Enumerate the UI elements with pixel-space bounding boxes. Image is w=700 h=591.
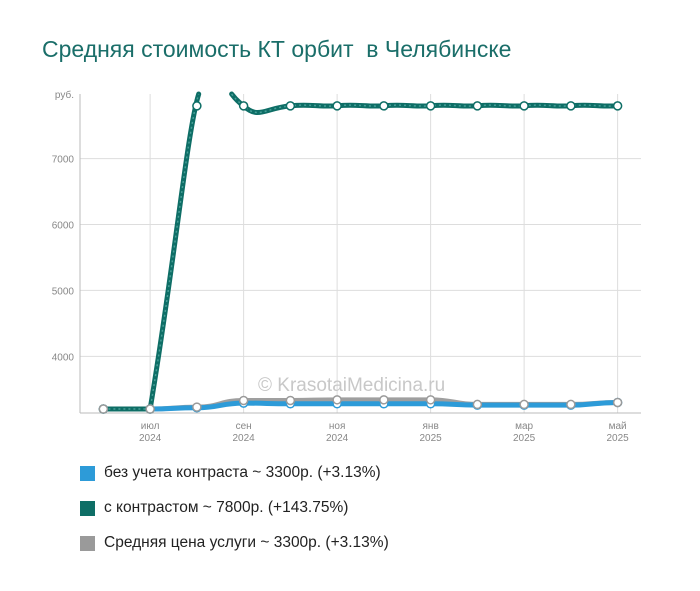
series-layer — [100, 91, 621, 412]
y-tick-label-2: 6000 — [52, 221, 75, 232]
point-s2-9 — [519, 399, 529, 410]
x-tick-year-3: 2025 — [420, 433, 443, 444]
legend-swatch-2 — [80, 535, 95, 551]
legend-item-1[interactable]: с контрастом ~ 7800р. (+143.75%) — [80, 499, 348, 517]
point-s2-0 — [98, 404, 109, 414]
point-s2-7 — [425, 395, 436, 405]
x-tick-year-4: 2025 — [513, 433, 536, 444]
point-s2-5 — [332, 395, 342, 405]
legend-swatch-1 — [80, 500, 95, 516]
x-tick-year-5: 2025 — [607, 433, 630, 444]
legend-item-2[interactable]: Средняя цена услуги ~ 3300р. (+3.13%) — [80, 534, 389, 552]
legend-label-2: Средняя цена услуги ~ 3300р. (+3.13%) — [104, 534, 389, 551]
legend-swatch-0 — [80, 465, 95, 481]
point-s1-11 — [612, 101, 623, 111]
x-tick-month-0: июл — [141, 421, 160, 432]
point-s1-3 — [238, 101, 249, 111]
series-line-0 — [100, 399, 621, 412]
y-tick-label-3: 7000 — [52, 155, 75, 166]
x-tick-month-2: ноя — [329, 421, 346, 432]
point-s1-10 — [566, 101, 576, 111]
point-s1-9 — [519, 101, 529, 111]
chart-title: Средняя стоимость КТ орбит в Челябинске — [42, 36, 512, 62]
x-tick-year-2: 2024 — [326, 433, 349, 444]
x-tick-month-5: май — [609, 421, 627, 432]
x-tick-month-1: сен — [236, 421, 252, 432]
y-axis-label: руб. — [55, 89, 74, 101]
point-s2-2 — [192, 402, 202, 412]
x-tick-year-0: 2024 — [139, 433, 162, 444]
axis-layer: 4000500060007000руб.июл2024сен2024ноя202… — [52, 89, 641, 444]
y-tick-label-1: 5000 — [52, 286, 75, 297]
legend-label-0: без учета контраста ~ 3300р. (+3.13%) — [104, 464, 381, 481]
x-tick-year-1: 2024 — [233, 433, 256, 444]
legend-item-0[interactable]: без учета контраста ~ 3300р. (+3.13%) — [80, 464, 381, 482]
point-s2-1 — [145, 404, 155, 414]
point-s1-8 — [472, 101, 483, 111]
point-s1-5 — [332, 101, 342, 111]
point-s2-11 — [612, 397, 623, 408]
point-s1-2 — [192, 101, 202, 111]
legend-label-1: с контрастом ~ 7800р. (+143.75%) — [104, 499, 349, 516]
point-s2-6 — [379, 395, 389, 405]
grid-layer — [80, 94, 641, 413]
y-tick-label-0: 4000 — [52, 352, 75, 363]
point-s1-6 — [379, 101, 389, 111]
point-s1-4 — [285, 101, 296, 111]
point-s2-10 — [566, 399, 576, 410]
point-s2-3 — [238, 395, 249, 406]
point-s2-4 — [285, 395, 296, 406]
x-tick-month-3: янв — [423, 421, 439, 432]
point-s1-7 — [425, 101, 436, 111]
watermark: © KrasotaiMedicina.ru — [258, 375, 445, 396]
x-tick-month-4: мар — [515, 421, 533, 432]
point-layer — [98, 101, 623, 414]
series-line-1 — [100, 91, 621, 412]
series-line-highlight-1 — [103, 93, 618, 410]
point-s2-8 — [472, 399, 483, 410]
